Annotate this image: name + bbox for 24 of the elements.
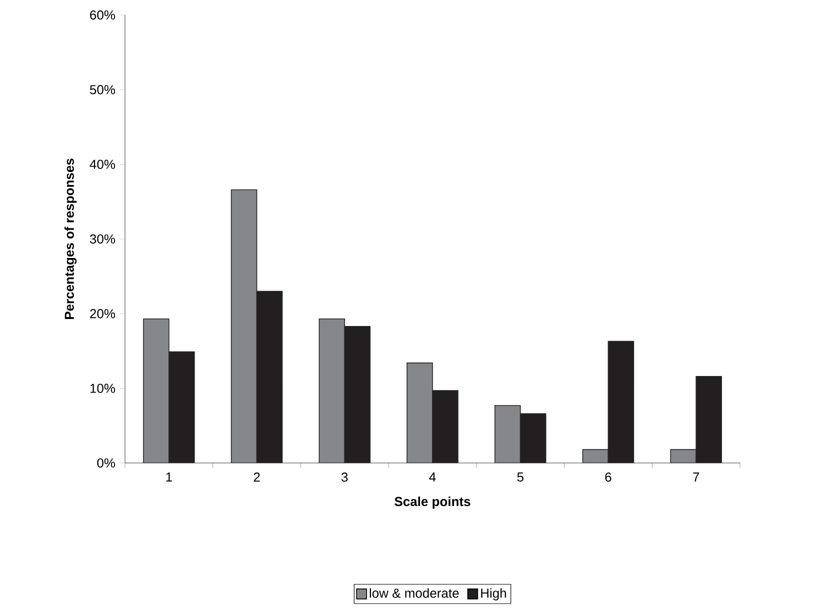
bar	[582, 450, 608, 463]
x-tick-label: 7	[693, 472, 700, 482]
y-tick-label: 30%	[90, 234, 116, 244]
bar	[318, 318, 346, 463]
x-tick-label: 1	[166, 472, 172, 482]
y-tick-label: 40%	[90, 160, 116, 169]
y-tick-label: 60%	[90, 10, 116, 20]
x-tick-label: 2	[254, 472, 260, 482]
y-tick-label: 0%	[97, 458, 116, 468]
x-tick-label: 5	[517, 472, 524, 482]
x-tick-label: 4	[429, 472, 436, 482]
legend-label: low & moderate	[370, 588, 459, 598]
y-tick-label: 10%	[90, 384, 116, 393]
x-axis-title: Scale points	[394, 496, 470, 509]
bar	[230, 189, 258, 463]
legend-label: High	[481, 588, 506, 600]
bar	[406, 362, 433, 463]
x-tick-label: 3	[342, 472, 348, 482]
y-tick-label: 20%	[90, 309, 116, 318]
x-tick-label: 6	[605, 472, 612, 482]
y-tick-label: 50%	[90, 85, 116, 94]
bar	[494, 405, 521, 463]
bar	[143, 318, 170, 463]
y-axis-title: Percentages of responses	[64, 158, 77, 320]
